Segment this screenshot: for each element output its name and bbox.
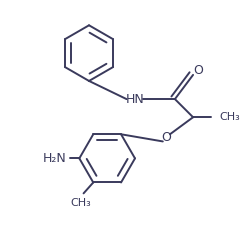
Text: O: O bbox=[162, 131, 171, 144]
Text: H₂N: H₂N bbox=[42, 152, 66, 165]
Text: CH₃: CH₃ bbox=[220, 112, 240, 122]
Text: CH₃: CH₃ bbox=[71, 198, 92, 208]
Text: HN: HN bbox=[126, 93, 144, 106]
Text: O: O bbox=[193, 63, 203, 76]
